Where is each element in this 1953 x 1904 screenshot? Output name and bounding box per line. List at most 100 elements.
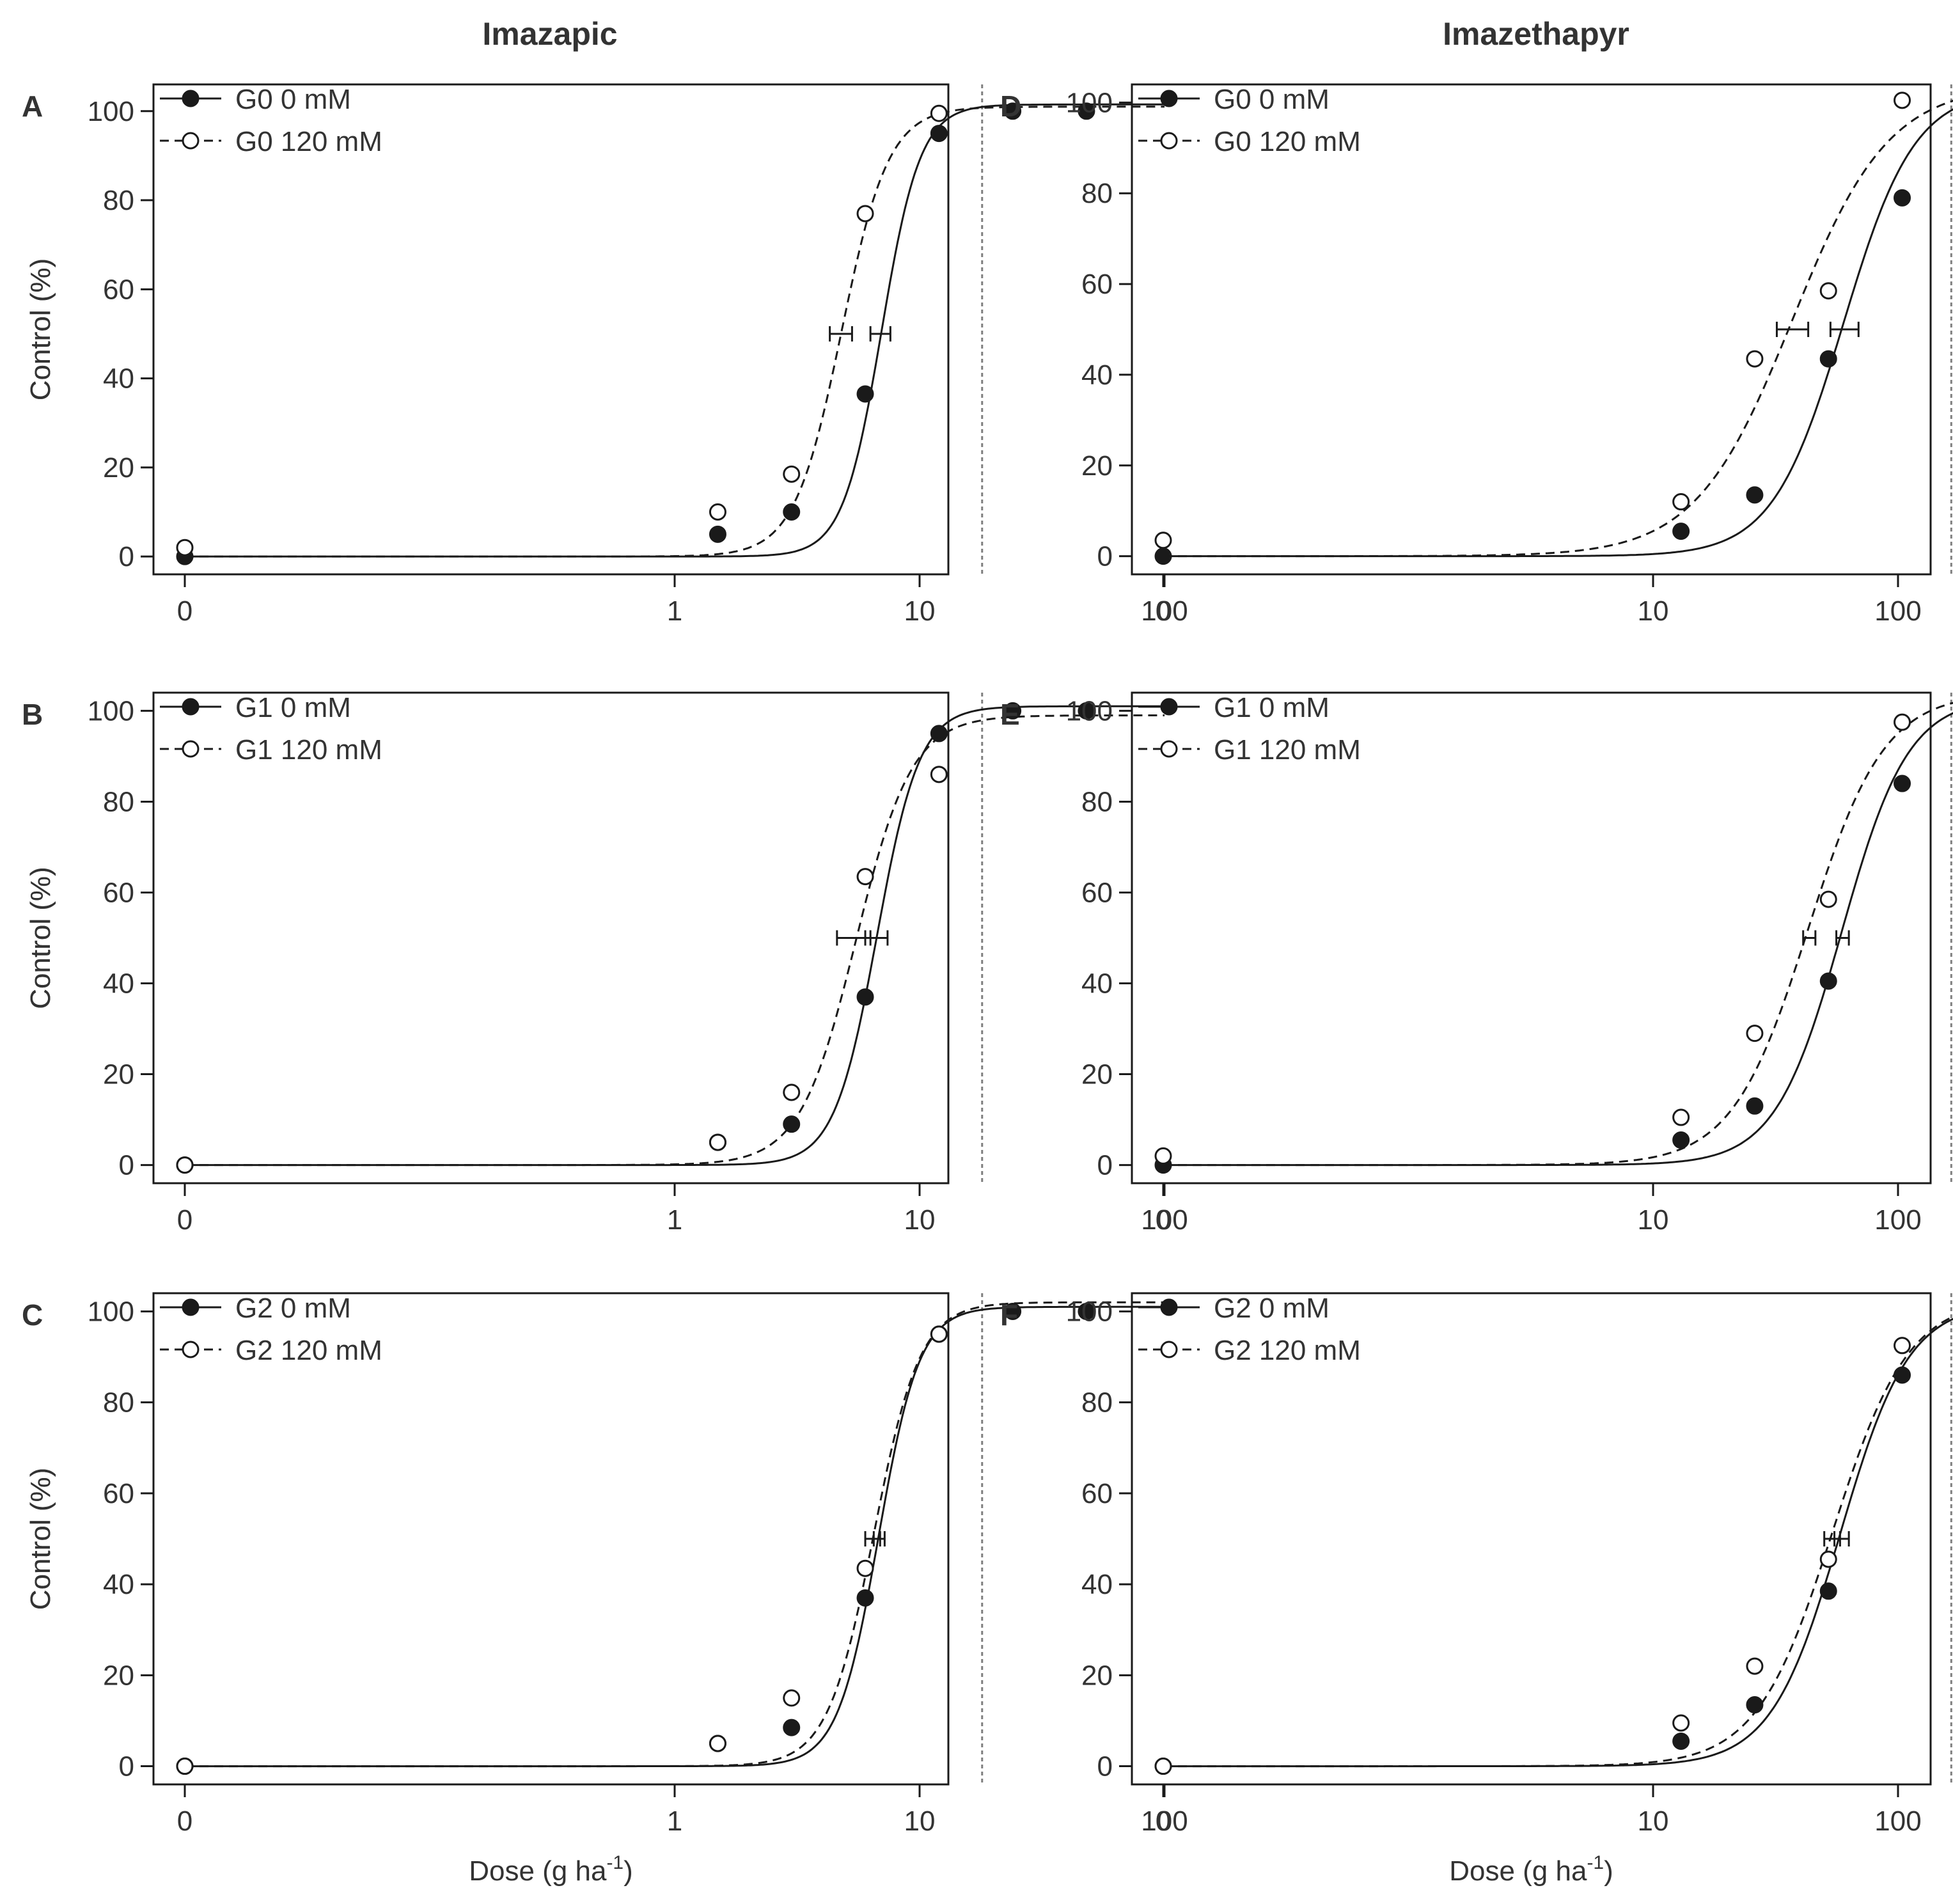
x-tick-label: 10: [1638, 595, 1669, 627]
data-point-open: [1894, 91, 1911, 109]
data-point-open: [1819, 282, 1837, 300]
data-point-filled: [1004, 1302, 1022, 1320]
legend-label: G1 120 mM: [235, 734, 382, 766]
y-tick-label: 100: [88, 695, 134, 727]
legend-marker: [1160, 1341, 1178, 1358]
y-tick-label: 20: [103, 1059, 134, 1090]
x-tick-label: 10: [904, 595, 936, 627]
x-tick-label: 100: [1141, 1204, 1188, 1236]
data-point-filled: [1004, 702, 1022, 720]
data-point-open: [930, 766, 948, 783]
y-tick-label: 80: [1081, 786, 1113, 817]
y-tick-label: 60: [1081, 269, 1113, 300]
data-point-open: [783, 1083, 801, 1101]
data-point-open: [1154, 1758, 1172, 1775]
data-point-open: [176, 1758, 194, 1775]
data-point-filled: [1672, 1131, 1690, 1149]
data-point-open: [856, 1559, 874, 1577]
data-point-open: [1819, 890, 1837, 908]
plot-frame: [1131, 83, 1932, 576]
x-axis-title: Dose (g ha-1): [469, 1852, 633, 1887]
y-tick-label: 80: [103, 786, 134, 817]
data-point-filled: [930, 125, 948, 143]
fit-curve-salt: [1163, 1315, 1953, 1768]
x-tick-label: 10: [904, 1204, 936, 1236]
legend-marker: [1160, 90, 1178, 107]
legend-label: G2 120 mM: [235, 1335, 382, 1366]
x-tick-label: 0: [177, 1204, 192, 1236]
data-point-filled: [709, 525, 726, 543]
data-point-open: [709, 503, 726, 521]
legend-label: G0 120 mM: [235, 126, 382, 157]
y-tick-label: 80: [1081, 178, 1113, 209]
y-tick-label: 20: [103, 452, 134, 484]
x-tick-label: 10: [904, 1806, 936, 1837]
y-tick-label: 60: [1081, 877, 1113, 908]
fit-curve-control: [1163, 712, 1953, 1167]
x-axis-title-sup: -1: [606, 1852, 624, 1873]
panel-label: C: [22, 1298, 43, 1332]
column-title-imazethapyr: Imazethapyr: [1443, 16, 1629, 52]
column-title-imazapic: Imazapic: [482, 16, 617, 52]
y-tick-label: 20: [103, 1660, 134, 1691]
x-axis-title-close: ): [1604, 1855, 1613, 1887]
x-tick-label: 100: [1141, 1806, 1188, 1837]
data-point-open: [176, 539, 194, 556]
y-tick-label: 40: [103, 968, 134, 1000]
y-axis-title: Control (%): [25, 258, 56, 401]
x-tick-label: 100: [1874, 595, 1921, 627]
y-axis-title: Control (%): [25, 1468, 56, 1610]
fit-curve-control: [185, 103, 1165, 558]
panel-F: F0204060801000101001000Control (%)Dose (…: [25, 1292, 1953, 1887]
legend-label: G1 0 mM: [235, 692, 351, 723]
x-tick-label: 0: [1156, 1806, 1171, 1837]
y-tick-label: 60: [1081, 1478, 1113, 1509]
y-tick-label: 100: [1066, 1296, 1113, 1327]
legend-marker: [1160, 698, 1178, 716]
x-tick-label: 100: [1874, 1204, 1921, 1236]
x-tick-label: 100: [1141, 595, 1188, 627]
data-point-filled: [1819, 972, 1837, 990]
legend-marker: [1160, 1298, 1178, 1316]
y-tick-label: 60: [103, 274, 134, 305]
data-point-open: [930, 1325, 948, 1343]
legend-marker: [182, 1298, 200, 1316]
legend-label: G2 0 mM: [235, 1293, 351, 1324]
data-point-filled: [1746, 1696, 1764, 1714]
data-point-open: [1894, 1337, 1911, 1355]
data-point-open: [1672, 1108, 1690, 1126]
x-tick-label: 1: [667, 1204, 682, 1236]
data-point-filled: [1078, 1302, 1095, 1320]
plot-frame: [152, 83, 950, 576]
panel-label: A: [22, 90, 43, 123]
y-tick-label: 40: [103, 1569, 134, 1600]
data-point-filled: [1819, 1582, 1837, 1600]
data-point-open: [1154, 531, 1172, 549]
y-axis-title: Control (%): [25, 867, 56, 1009]
data-point-filled: [856, 385, 874, 403]
y-tick-label: 80: [103, 185, 134, 216]
data-point-open: [176, 1156, 194, 1174]
data-point-filled: [856, 988, 874, 1006]
data-point-open: [1746, 350, 1764, 368]
plot-frame: [1131, 1292, 1932, 1786]
x-tick-label: 0: [177, 595, 192, 627]
legend-marker: [182, 90, 200, 107]
fit-curve-salt: [185, 714, 1165, 1167]
fit-curve-salt: [185, 1301, 1165, 1768]
x-tick-label: 10: [1638, 1204, 1669, 1236]
data-point-filled: [1746, 1097, 1764, 1115]
plot-frame: [152, 691, 950, 1184]
data-point-open: [1819, 1550, 1837, 1568]
data-point-filled: [783, 1719, 801, 1736]
fit-curve-salt: [1163, 100, 1953, 558]
data-point-open: [856, 205, 874, 223]
data-point-filled: [1746, 486, 1764, 504]
y-tick-label: 40: [1081, 1569, 1113, 1600]
y-tick-label: 80: [103, 1387, 134, 1419]
fit-curve-control: [185, 705, 1165, 1167]
